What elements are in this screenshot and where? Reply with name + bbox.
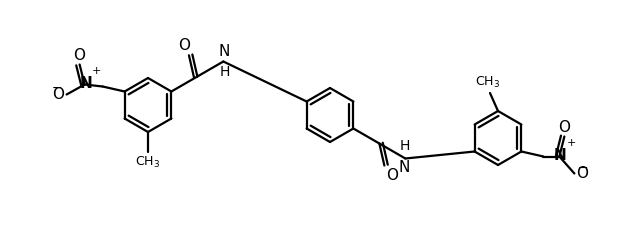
Text: H: H	[399, 140, 410, 154]
Text: N: N	[399, 161, 410, 175]
Text: H: H	[219, 65, 230, 79]
Text: N: N	[219, 44, 230, 58]
Text: O: O	[179, 38, 190, 52]
Text: +: +	[92, 65, 101, 75]
Text: O: O	[387, 168, 398, 182]
Text: O: O	[52, 87, 65, 102]
Text: O: O	[558, 120, 570, 134]
Text: O: O	[74, 48, 86, 62]
Text: −: −	[578, 162, 589, 175]
Text: +: +	[566, 137, 576, 147]
Text: −: −	[51, 82, 62, 95]
Text: N: N	[554, 148, 567, 163]
Text: O: O	[577, 166, 588, 181]
Text: CH$_3$: CH$_3$	[136, 155, 161, 170]
Text: CH$_3$: CH$_3$	[476, 75, 500, 90]
Text: N: N	[79, 76, 92, 91]
